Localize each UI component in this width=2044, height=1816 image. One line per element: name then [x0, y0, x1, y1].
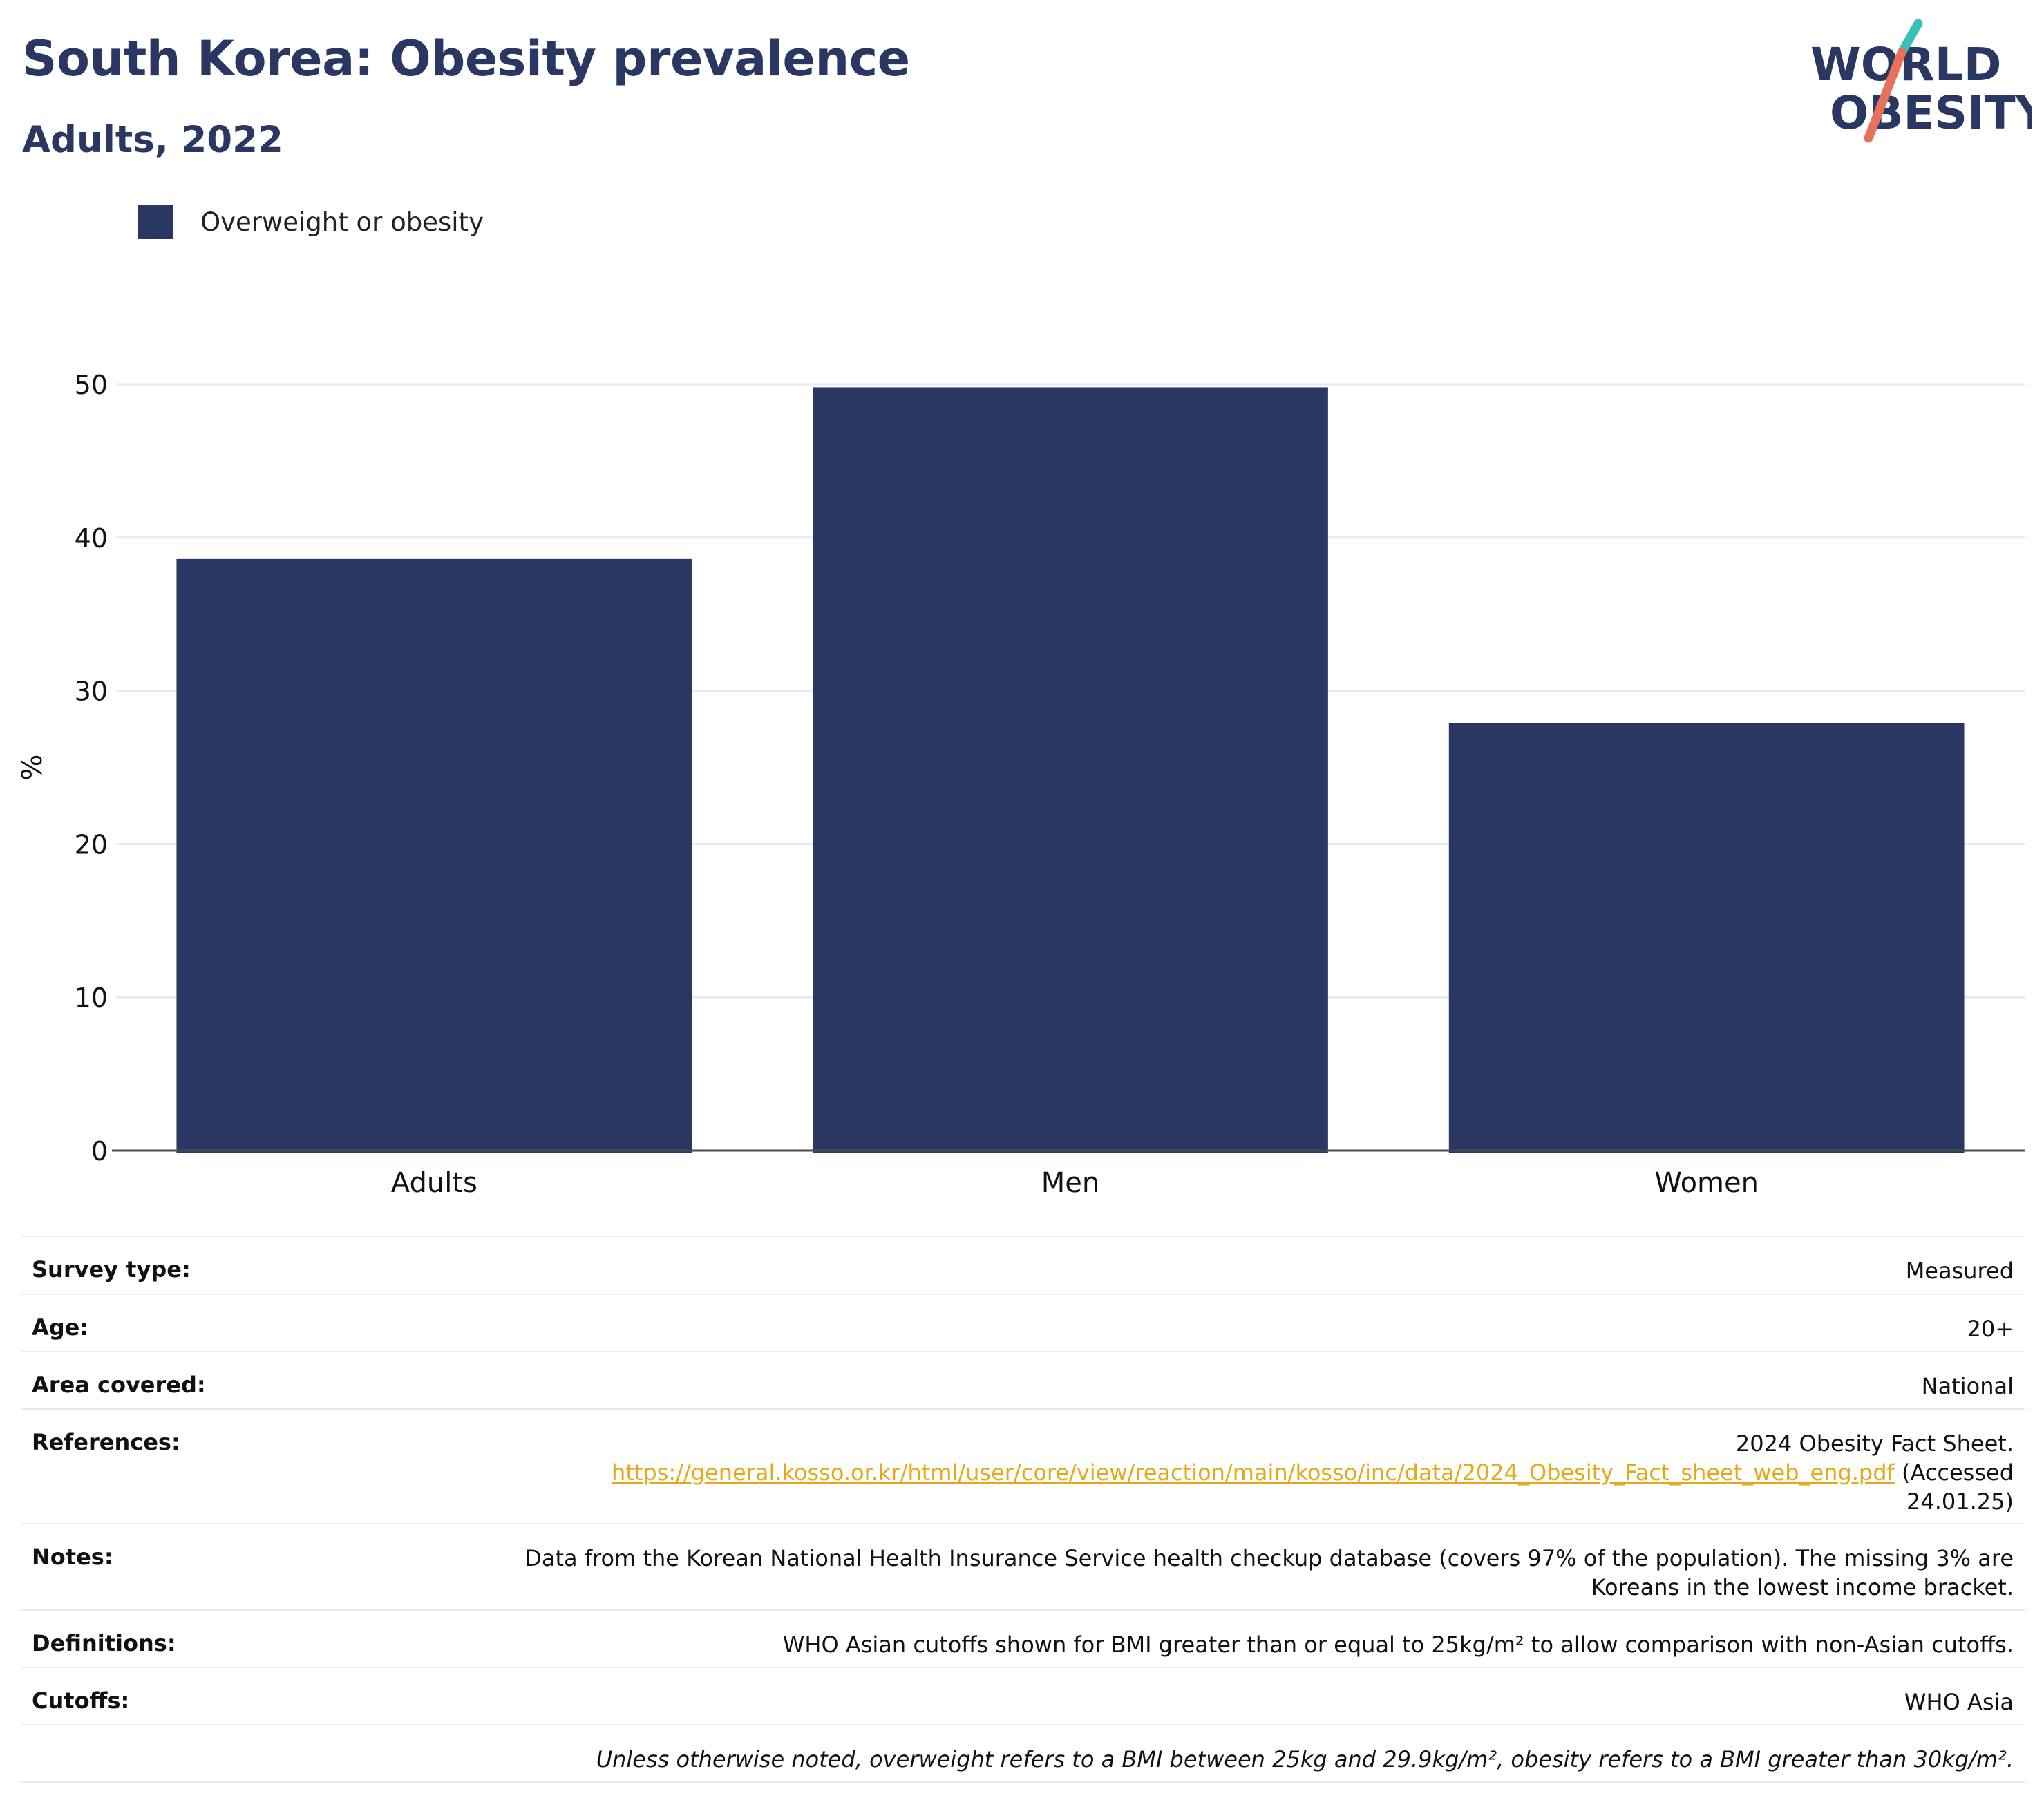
reference-accessed-date: 24.01.25)	[1906, 1488, 2014, 1515]
logo-word-obesity: OBESITY	[1830, 86, 2032, 140]
info-value: 20+	[1967, 1316, 2014, 1342]
reference-title: 2024 Obesity Fact Sheet.	[1735, 1430, 2014, 1457]
legend-label: Overweight or obesity	[200, 207, 484, 237]
info-label: Notes:	[32, 1544, 113, 1570]
bars	[176, 387, 1965, 1153]
legend-swatch[interactable]	[138, 205, 173, 239]
info-row-area: Area covered: National	[21, 1352, 2025, 1410]
info-label: References:	[32, 1429, 180, 1455]
y-tick-label: 0	[91, 1136, 108, 1166]
y-tick-label: 20	[75, 829, 108, 860]
info-label: Definitions:	[32, 1630, 176, 1656]
bar-men[interactable]	[813, 387, 1328, 1153]
info-value: WHO Asia	[1904, 1689, 2014, 1715]
chart-title: South Korea: Obesity prevalence	[22, 30, 910, 87]
info-value: WHO Asian cutoffs shown for BMI greater …	[782, 1631, 2014, 1658]
info-table: Survey type: Measured Age: 20+ Area cove…	[21, 1236, 2025, 1783]
info-row-references: References: 2024 Obesity Fact Sheet. htt…	[21, 1410, 2025, 1524]
y-tick-label: 30	[75, 677, 108, 707]
y-tick-label: 10	[75, 983, 108, 1013]
info-row-definitions: Definitions: WHO Asian cutoffs shown for…	[21, 1611, 2025, 1668]
bar-women[interactable]	[1448, 723, 1965, 1153]
logo-slash-coral	[1864, 48, 1906, 143]
info-label: Survey type:	[32, 1256, 191, 1283]
references-value: 2024 Obesity Fact Sheet. https://general…	[612, 1429, 2014, 1516]
x-tick-label: Women	[1654, 1167, 1759, 1199]
footnote-text: Unless otherwise noted, overweight refer…	[596, 1746, 2014, 1772]
x-tick-label: Men	[1041, 1167, 1099, 1199]
bar-adults[interactable]	[176, 558, 692, 1153]
notes-value: Data from the Korean National Health Ins…	[524, 1544, 2014, 1602]
chart-subtitle: Adults, 2022	[22, 119, 283, 161]
x-tick-labels: Adults Men Women	[391, 1167, 1759, 1199]
reference-link[interactable]: https://general.kosso.or.kr/html/user/co…	[612, 1459, 1895, 1486]
info-label: Age:	[32, 1314, 89, 1341]
info-row-footnote: Unless otherwise noted, overweight refer…	[21, 1725, 2025, 1783]
notes-line: Koreans in the lowest income bracket.	[1591, 1574, 2014, 1600]
logo-slash-teal	[1897, 19, 1923, 57]
y-axis-label: %	[17, 754, 48, 780]
info-row-cutoffs: Cutoffs: WHO Asia	[21, 1668, 2025, 1725]
y-tick-label: 50	[75, 370, 108, 400]
info-row-age: Age: 20+	[21, 1295, 2025, 1352]
y-tick-label: 40	[75, 523, 108, 554]
y-tick-labels: 0 10 20 30 40 50	[75, 370, 108, 1166]
info-value: Measured	[1905, 1258, 2014, 1284]
world-obesity-logo: WORLD OBESITY	[1810, 19, 2032, 143]
reference-accessed: (Accessed	[1901, 1459, 2014, 1486]
x-tick-label: Adults	[391, 1167, 477, 1199]
info-label: Cutoffs:	[32, 1687, 130, 1714]
info-row-survey-type: Survey type: Measured	[21, 1237, 2025, 1295]
info-value: National	[1921, 1373, 2014, 1399]
info-row-notes: Notes: Data from the Korean National Hea…	[21, 1524, 2025, 1611]
notes-line: Data from the Korean National Health Ins…	[524, 1545, 2014, 1571]
info-label: Area covered:	[32, 1372, 206, 1398]
legend: Overweight or obesity	[138, 205, 484, 239]
bar-chart: 0 10 20 30 40 50 Adults Men Women %	[17, 370, 2025, 1199]
